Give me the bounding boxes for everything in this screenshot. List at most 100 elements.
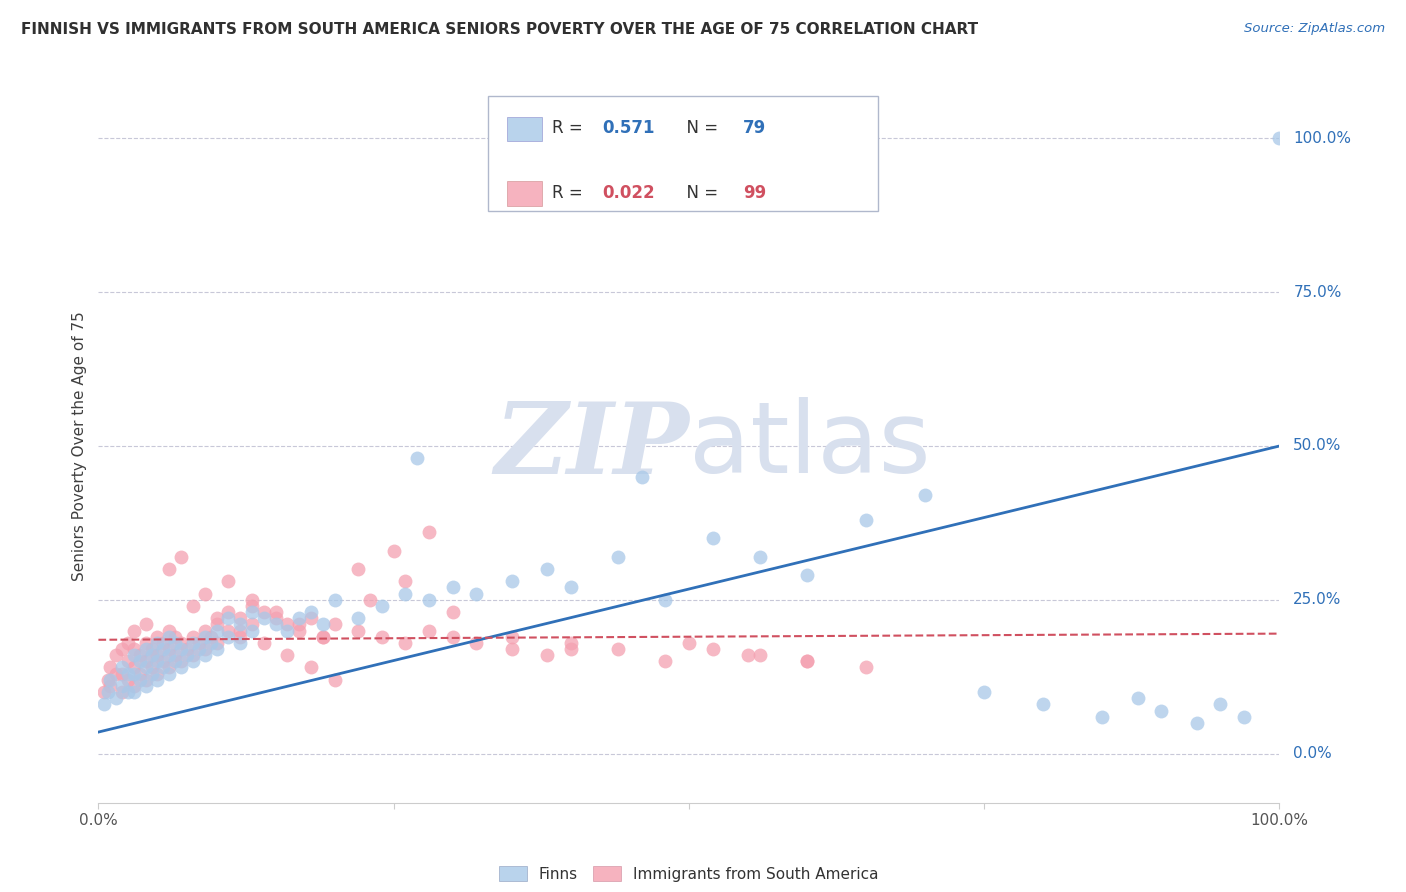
Point bbox=[796, 654, 818, 668]
Point bbox=[323, 617, 346, 632]
Point bbox=[135, 636, 157, 650]
Point bbox=[111, 685, 134, 699]
Text: ZIP: ZIP bbox=[494, 398, 689, 494]
Point bbox=[394, 587, 416, 601]
Point bbox=[678, 636, 700, 650]
Point bbox=[141, 666, 163, 681]
Point bbox=[1150, 704, 1173, 718]
Point bbox=[217, 605, 239, 619]
Point bbox=[200, 630, 222, 644]
Point bbox=[1091, 709, 1114, 723]
Point bbox=[157, 630, 180, 644]
Point bbox=[973, 685, 995, 699]
Point bbox=[170, 549, 193, 564]
Point bbox=[122, 666, 145, 681]
Point bbox=[418, 592, 440, 607]
Point bbox=[122, 648, 145, 662]
Point bbox=[128, 666, 150, 681]
Point bbox=[253, 605, 276, 619]
Point bbox=[205, 636, 228, 650]
Point bbox=[176, 642, 198, 657]
Point bbox=[347, 562, 370, 576]
Point bbox=[157, 642, 180, 657]
Point bbox=[146, 648, 169, 662]
Point bbox=[1268, 131, 1291, 145]
Point bbox=[394, 574, 416, 589]
Point bbox=[288, 624, 311, 638]
Point bbox=[141, 660, 163, 674]
Point bbox=[135, 660, 157, 674]
Text: R =: R = bbox=[553, 184, 588, 202]
Point bbox=[122, 685, 145, 699]
Point bbox=[855, 660, 877, 674]
Point bbox=[170, 654, 193, 668]
Point bbox=[1185, 715, 1208, 730]
Point bbox=[418, 525, 440, 540]
Point bbox=[128, 673, 150, 687]
Point bbox=[312, 630, 335, 644]
Text: 0.571: 0.571 bbox=[603, 120, 655, 137]
Point bbox=[240, 599, 263, 613]
Point bbox=[117, 685, 139, 699]
Point bbox=[299, 611, 322, 625]
Point bbox=[914, 488, 936, 502]
Point bbox=[135, 679, 157, 693]
Point bbox=[205, 617, 228, 632]
Y-axis label: Seniors Poverty Over the Age of 75: Seniors Poverty Over the Age of 75 bbox=[72, 311, 87, 581]
Point bbox=[229, 617, 252, 632]
Point bbox=[111, 679, 134, 693]
Point bbox=[418, 624, 440, 638]
Point bbox=[217, 611, 239, 625]
Point bbox=[93, 685, 115, 699]
Point bbox=[105, 648, 128, 662]
Point bbox=[194, 587, 217, 601]
Point bbox=[264, 617, 287, 632]
Point bbox=[288, 617, 311, 632]
Point bbox=[501, 642, 523, 657]
Point bbox=[194, 648, 217, 662]
Point bbox=[146, 654, 169, 668]
Point bbox=[98, 673, 121, 687]
FancyBboxPatch shape bbox=[488, 96, 877, 211]
Point bbox=[181, 636, 204, 650]
Point bbox=[111, 642, 134, 657]
Point bbox=[737, 648, 759, 662]
Point bbox=[146, 630, 169, 644]
Point bbox=[276, 624, 298, 638]
Point bbox=[128, 648, 150, 662]
Point bbox=[205, 624, 228, 638]
Point bbox=[654, 654, 676, 668]
Point bbox=[122, 679, 145, 693]
Point bbox=[560, 642, 582, 657]
Point bbox=[229, 630, 252, 644]
Point bbox=[441, 581, 464, 595]
Point bbox=[97, 685, 120, 699]
Point bbox=[347, 611, 370, 625]
Point bbox=[501, 574, 523, 589]
Point bbox=[146, 666, 169, 681]
Text: 79: 79 bbox=[744, 120, 766, 137]
Point bbox=[181, 630, 204, 644]
Point bbox=[276, 648, 298, 662]
Point bbox=[135, 654, 157, 668]
Point bbox=[855, 513, 877, 527]
Point bbox=[796, 654, 818, 668]
Point bbox=[122, 660, 145, 674]
Point bbox=[240, 592, 263, 607]
Point bbox=[165, 636, 187, 650]
Point bbox=[465, 587, 488, 601]
Point bbox=[382, 543, 405, 558]
Point bbox=[229, 636, 252, 650]
Point bbox=[607, 549, 630, 564]
Point bbox=[157, 562, 180, 576]
Point bbox=[217, 574, 239, 589]
Point bbox=[347, 624, 370, 638]
Point bbox=[141, 648, 163, 662]
Point bbox=[146, 673, 169, 687]
Point bbox=[276, 617, 298, 632]
Point bbox=[312, 617, 335, 632]
Point bbox=[371, 599, 394, 613]
Point bbox=[165, 648, 187, 662]
Point bbox=[630, 469, 652, 483]
Point bbox=[288, 611, 311, 625]
